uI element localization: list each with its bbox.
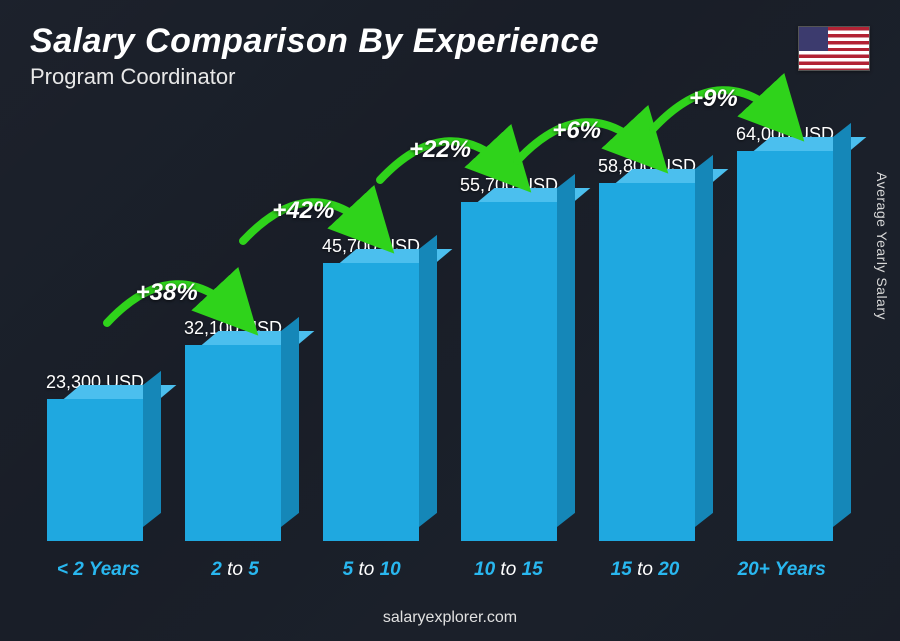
x-axis-label: 2 to 5 <box>167 559 304 581</box>
bar-0: 23,300 USD <box>30 372 160 541</box>
x-axis-label: 5 to 10 <box>303 559 440 581</box>
bar-4: 58,800 USD <box>582 156 712 541</box>
bar-1: 32,100 USD <box>168 318 298 541</box>
x-axis-label: < 2 Years <box>30 559 167 581</box>
x-axis-label: 10 to 15 <box>440 559 577 581</box>
bar-5: 64,000 USD <box>720 124 850 541</box>
x-axis-label: 20+ Years <box>713 559 850 581</box>
y-axis-label: Average Yearly Salary <box>874 172 890 320</box>
bar-chart: 23,300 USD 32,100 USD 45,700 USD 55,700 … <box>30 81 850 581</box>
chart-title: Salary Comparison By Experience <box>30 22 599 61</box>
bar-2: 45,700 USD <box>306 236 436 541</box>
footer-attribution: salaryexplorer.com <box>0 609 900 627</box>
bar-3: 55,700 USD <box>444 175 574 541</box>
infographic-stage: Salary Comparison By Experience Program … <box>0 0 900 641</box>
us-flag-icon <box>798 26 870 71</box>
x-axis-label: 15 to 20 <box>577 559 714 581</box>
